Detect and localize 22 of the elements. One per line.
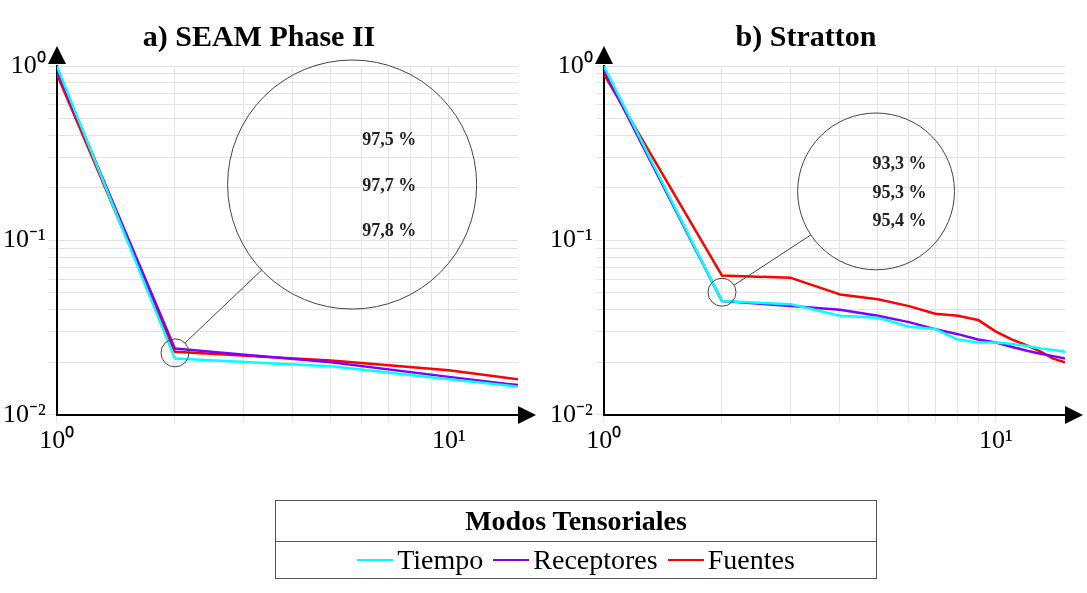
- legend-label: Receptores: [533, 544, 658, 576]
- annotation: 93,3 %: [872, 152, 927, 174]
- legend-label: Tiempo: [397, 544, 484, 576]
- chart-title: b) Stratton: [735, 18, 877, 53]
- annotation: 95,3 %: [872, 181, 927, 203]
- y-tick-label: 10⁰: [10, 49, 46, 79]
- y-tick-label: 10⁻²: [3, 398, 46, 428]
- x-tick-label: 10⁰: [586, 425, 622, 455]
- y-tick-label: 10⁻¹: [550, 224, 593, 254]
- x-tick-label: 10¹: [979, 425, 1013, 455]
- annotation: 95,4 %: [872, 209, 927, 231]
- y-tick-label: 10⁻¹: [3, 224, 46, 254]
- y-tick-label: 10⁰: [557, 49, 593, 79]
- legend-title: Modos Tensoriales: [276, 501, 876, 542]
- annotation: 97,7 %: [362, 174, 417, 196]
- x-tick-label: 10¹: [432, 425, 466, 455]
- chart-title: a) SEAM Phase II: [142, 18, 376, 53]
- x-tick-label: 10⁰: [39, 425, 75, 455]
- legend-label: Fuentes: [707, 544, 795, 576]
- y-tick-label: 10⁻²: [550, 398, 593, 428]
- annotation: 97,8 %: [362, 219, 417, 241]
- annotation: 97,5 %: [362, 128, 417, 150]
